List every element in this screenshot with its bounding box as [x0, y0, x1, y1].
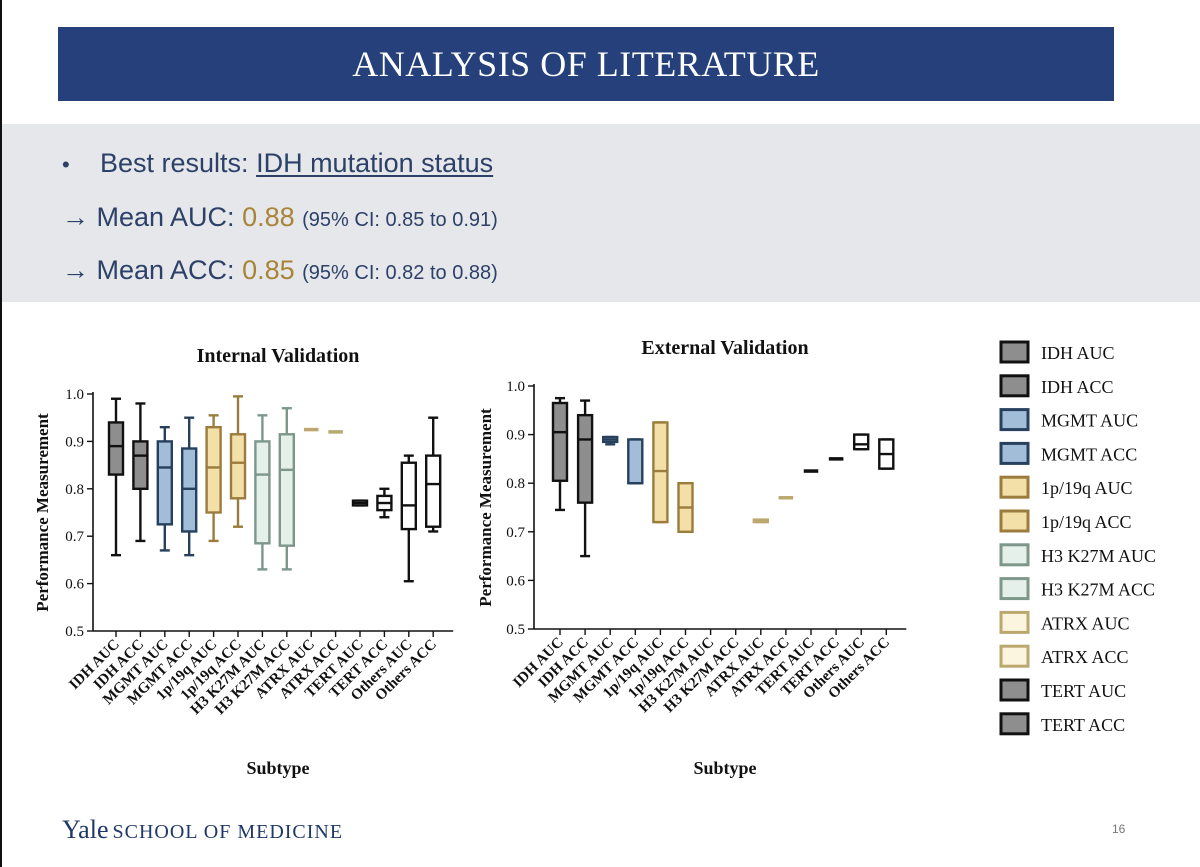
y-tick-label: 0.8: [65, 482, 84, 498]
charts-area: Internal Validation 0.5 0.6 0.7 0.8 0.9 1.0 Per…: [33, 337, 1156, 778]
best-results-line: • Best results: IDH mutation status: [62, 148, 493, 179]
mean-acc-line: → Mean ACC: 0.85 (95% CI: 0.82 to 0.88): [62, 255, 498, 286]
mean-acc-ci: (95% CI: 0.82 to 0.88): [302, 262, 498, 284]
legend-label: H3 K27M AUC: [1041, 546, 1156, 566]
box-iqr: [400, 461, 417, 531]
box-iqr: [627, 438, 644, 485]
y-tick-label: 0.9: [65, 434, 84, 450]
mean-auc-value: 0.88: [242, 202, 295, 232]
legend-label: ATRX ACC: [1041, 647, 1129, 667]
legend-label: MGMT ACC: [1041, 444, 1137, 464]
box-iqr: [652, 421, 669, 524]
box-iqr: [254, 440, 271, 545]
box-iqr: [205, 425, 222, 514]
y-tick-label: 0.8: [506, 476, 525, 492]
footer-yale-word: Yale: [62, 815, 109, 844]
title-bar: ANALYSIS OF LITERATURE: [58, 27, 1114, 101]
page-number: 16: [1112, 822, 1126, 836]
y-tick-label: 0.7: [506, 525, 525, 541]
legend-label: H3 K27M ACC: [1041, 580, 1155, 600]
y-axis-label: Performance Measurement: [33, 413, 52, 612]
box-iqr: [107, 421, 125, 476]
x-axis-label: Subtype: [693, 758, 756, 778]
legend-label: 1p/19q ACC: [1041, 512, 1132, 532]
legend-swatch: [999, 610, 1030, 634]
legend-swatch: [999, 374, 1030, 398]
legend-swatch: [999, 577, 1030, 601]
y-tick-label: 0.9: [506, 428, 525, 444]
legend-swatch: [999, 509, 1030, 533]
box-iqr: [853, 433, 870, 451]
legend-swatch: [999, 543, 1030, 567]
y-tick-label: 0.6: [65, 577, 84, 593]
mean-acc-value: 0.85: [242, 255, 295, 285]
y-tick-label: 0.5: [65, 624, 84, 640]
best-results-value: IDH mutation status: [256, 148, 494, 178]
box-iqr: [132, 440, 149, 490]
y-tick-label: 0.5: [506, 622, 525, 638]
box-iqr: [156, 440, 174, 526]
y-tick-label: 1.0: [506, 379, 525, 395]
legend-swatch: [999, 441, 1030, 465]
legend-label: MGMT AUC: [1041, 411, 1138, 431]
box-iqr: [425, 454, 442, 528]
slide-left-border: [0, 0, 2, 867]
legend-label: ATRX AUC: [1041, 613, 1130, 633]
box-iqr: [278, 433, 295, 547]
legend-label: IDH AUC: [1041, 343, 1115, 363]
box-iqr: [229, 433, 247, 500]
y-tick-label: 0.6: [506, 573, 525, 589]
summary-panel: • Best results: IDH mutation status → Mea…: [2, 124, 1200, 302]
legend-swatch: [999, 408, 1030, 432]
slide-title: ANALYSIS OF LITERATURE: [352, 44, 820, 84]
y-axis-label: Performance Measurement: [476, 408, 495, 607]
chart-title: Internal Validation: [197, 345, 360, 367]
box-iqr: [551, 401, 569, 482]
legend-swatch: [999, 678, 1030, 702]
mean-acc-label: → Mean ACC:: [62, 255, 243, 285]
mean-auc-label: → Mean AUC:: [62, 202, 243, 232]
y-tick-label: 0.7: [65, 529, 84, 545]
chart-title: External Validation: [641, 337, 808, 359]
y-tick-label: 1.0: [65, 387, 84, 403]
mean-auc-line: → Mean AUC: 0.88 (95% CI: 0.85 to 0.91): [62, 202, 498, 233]
footer-school-word: SCHOOL OF MEDICINE: [112, 821, 344, 843]
legend-label: 1p/19q AUC: [1041, 478, 1133, 498]
legend-label: IDH ACC: [1041, 377, 1114, 397]
legend-label: TERT AUC: [1041, 681, 1126, 701]
x-axis-label: Subtype: [246, 758, 309, 778]
box-iqr: [576, 413, 594, 504]
legend-label: TERT ACC: [1041, 715, 1125, 735]
legend-swatch: [999, 712, 1030, 736]
yale-footer-logo: Yale SCHOOL OF MEDICINE: [62, 815, 343, 845]
best-results-label: Best results:: [100, 148, 257, 178]
legend-swatch: [999, 475, 1030, 499]
legend-swatch: [999, 340, 1030, 364]
mean-auc-ci: (95% CI: 0.85 to 0.91): [302, 209, 498, 231]
legend-swatch: [999, 644, 1030, 668]
bullet-icon: •: [62, 152, 70, 177]
